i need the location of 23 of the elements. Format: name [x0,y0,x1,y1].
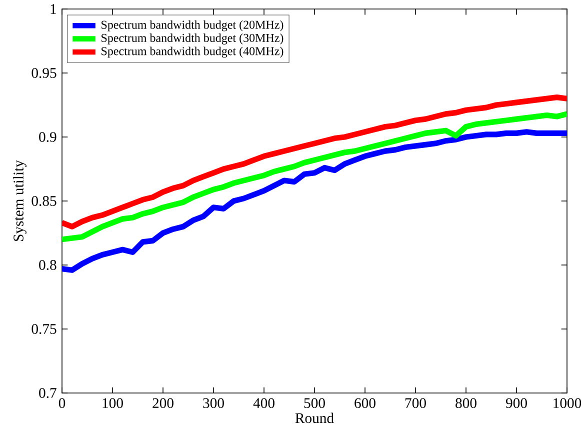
y-axis-title: System utility [13,160,26,241]
x-tick-label: 800 [456,398,476,408]
x-tick-label: 500 [304,398,325,408]
legend-label: Spectrum bandwidth budget (20MHz) [102,20,284,32]
x-tick-label: 600 [354,398,376,408]
legend-label: Spectrum bandwidth budget (30MHz) [102,34,284,44]
legend-label: Spectrum bandwidth budget (40MHz) [102,46,284,58]
y-tick-label: 0.8 [39,260,56,270]
y-tick-label: 1 [50,4,56,14]
x-tick-label: 1000 [554,398,581,408]
y-tick-label: 0.75 [32,324,56,334]
x-tick-label: 400 [253,398,274,408]
x-tick-label: 300 [203,398,224,408]
x-tick-label: 700 [405,398,426,408]
y-tick-label: 0.9 [39,132,56,142]
x-tick-label: 200 [152,398,174,408]
y-tick-label: 0.7 [39,388,56,398]
x-tick-label: 100 [102,398,123,408]
y-tick-label: 0.95 [32,68,56,78]
x-tick-label: 0 [58,398,66,408]
x-tick-label: 900 [506,398,527,408]
x-axis-title: Round [295,412,334,424]
y-tick-label: 0.85 [32,196,56,206]
